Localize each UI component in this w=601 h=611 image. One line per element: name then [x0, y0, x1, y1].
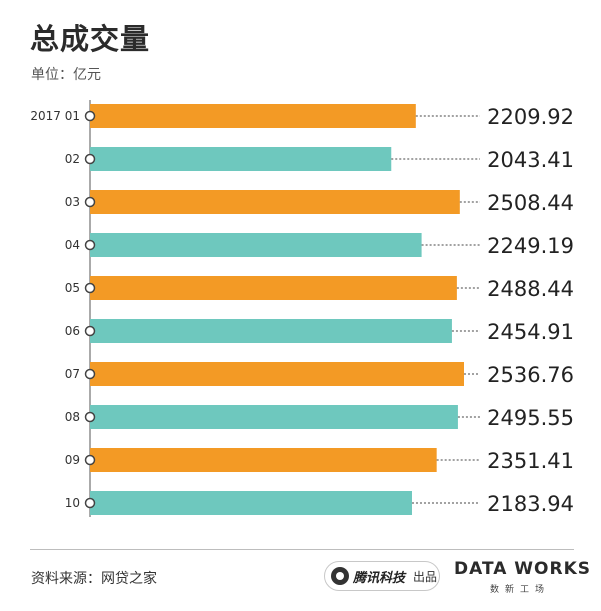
category-label-10: 10 — [65, 496, 80, 510]
value-label-6: 2454.91 — [487, 320, 574, 344]
category-label-1: 2017 01 — [30, 109, 80, 123]
category-label-2: 02 — [65, 152, 80, 166]
axis-marker-6 — [84, 325, 96, 337]
bar-9 — [90, 448, 437, 472]
category-label-8: 08 — [65, 410, 80, 424]
category-label-4: 04 — [65, 238, 80, 252]
category-label-3: 03 — [65, 195, 80, 209]
brand-badge: 腾讯科技 出品 — [324, 561, 440, 591]
dataworks-subtitle: 数新工场 — [490, 585, 551, 595]
axis-marker-7 — [84, 368, 96, 380]
category-label-7: 07 — [65, 367, 80, 381]
value-label-10: 2183.94 — [487, 492, 574, 516]
unit-label: 单位：亿元 — [31, 67, 101, 83]
tencent-logo-icon — [331, 567, 349, 585]
bar-8 — [90, 405, 458, 429]
source-text: 资料来源：网贷之家 — [31, 571, 157, 587]
axis-marker-10 — [84, 497, 96, 509]
value-label-9: 2351.41 — [487, 449, 574, 473]
dataworks-logo: DATA WORKS — [454, 559, 592, 579]
axis-marker-1 — [84, 110, 96, 122]
category-label-9: 09 — [65, 453, 80, 467]
axis-marker-2 — [84, 153, 96, 165]
axis-marker-5 — [84, 282, 96, 294]
axis-marker-3 — [84, 196, 96, 208]
bar-2 — [90, 147, 392, 171]
bar-5 — [90, 276, 457, 300]
bar-7 — [90, 362, 464, 386]
axis-marker-8 — [84, 411, 96, 423]
category-label-6: 06 — [65, 324, 80, 338]
bar-10 — [90, 491, 412, 515]
value-label-5: 2488.44 — [487, 277, 574, 301]
bar-4 — [90, 233, 422, 257]
value-label-3: 2508.44 — [487, 191, 574, 215]
bar-1 — [90, 104, 416, 128]
bar-3 — [90, 190, 460, 214]
footer-divider — [30, 549, 574, 550]
axis-marker-9 — [84, 454, 96, 466]
bar-chart: 2017 01 2209.92 02 2043.41 03 2508.44 04 2249.1… — [30, 100, 574, 517]
category-label-5: 05 — [65, 281, 80, 295]
bar-6 — [90, 319, 452, 343]
brand-name: 腾讯科技 — [353, 570, 406, 586]
value-label-2: 2043.41 — [487, 148, 574, 172]
chart-title: 总成交量 — [30, 22, 151, 56]
value-label-8: 2495.55 — [487, 406, 574, 430]
axis-marker-4 — [84, 239, 96, 251]
brand-suffix: 出品 — [413, 569, 438, 584]
value-label-4: 2249.19 — [487, 234, 574, 258]
value-label-1: 2209.92 — [487, 105, 574, 129]
value-label-7: 2536.76 — [487, 363, 574, 387]
